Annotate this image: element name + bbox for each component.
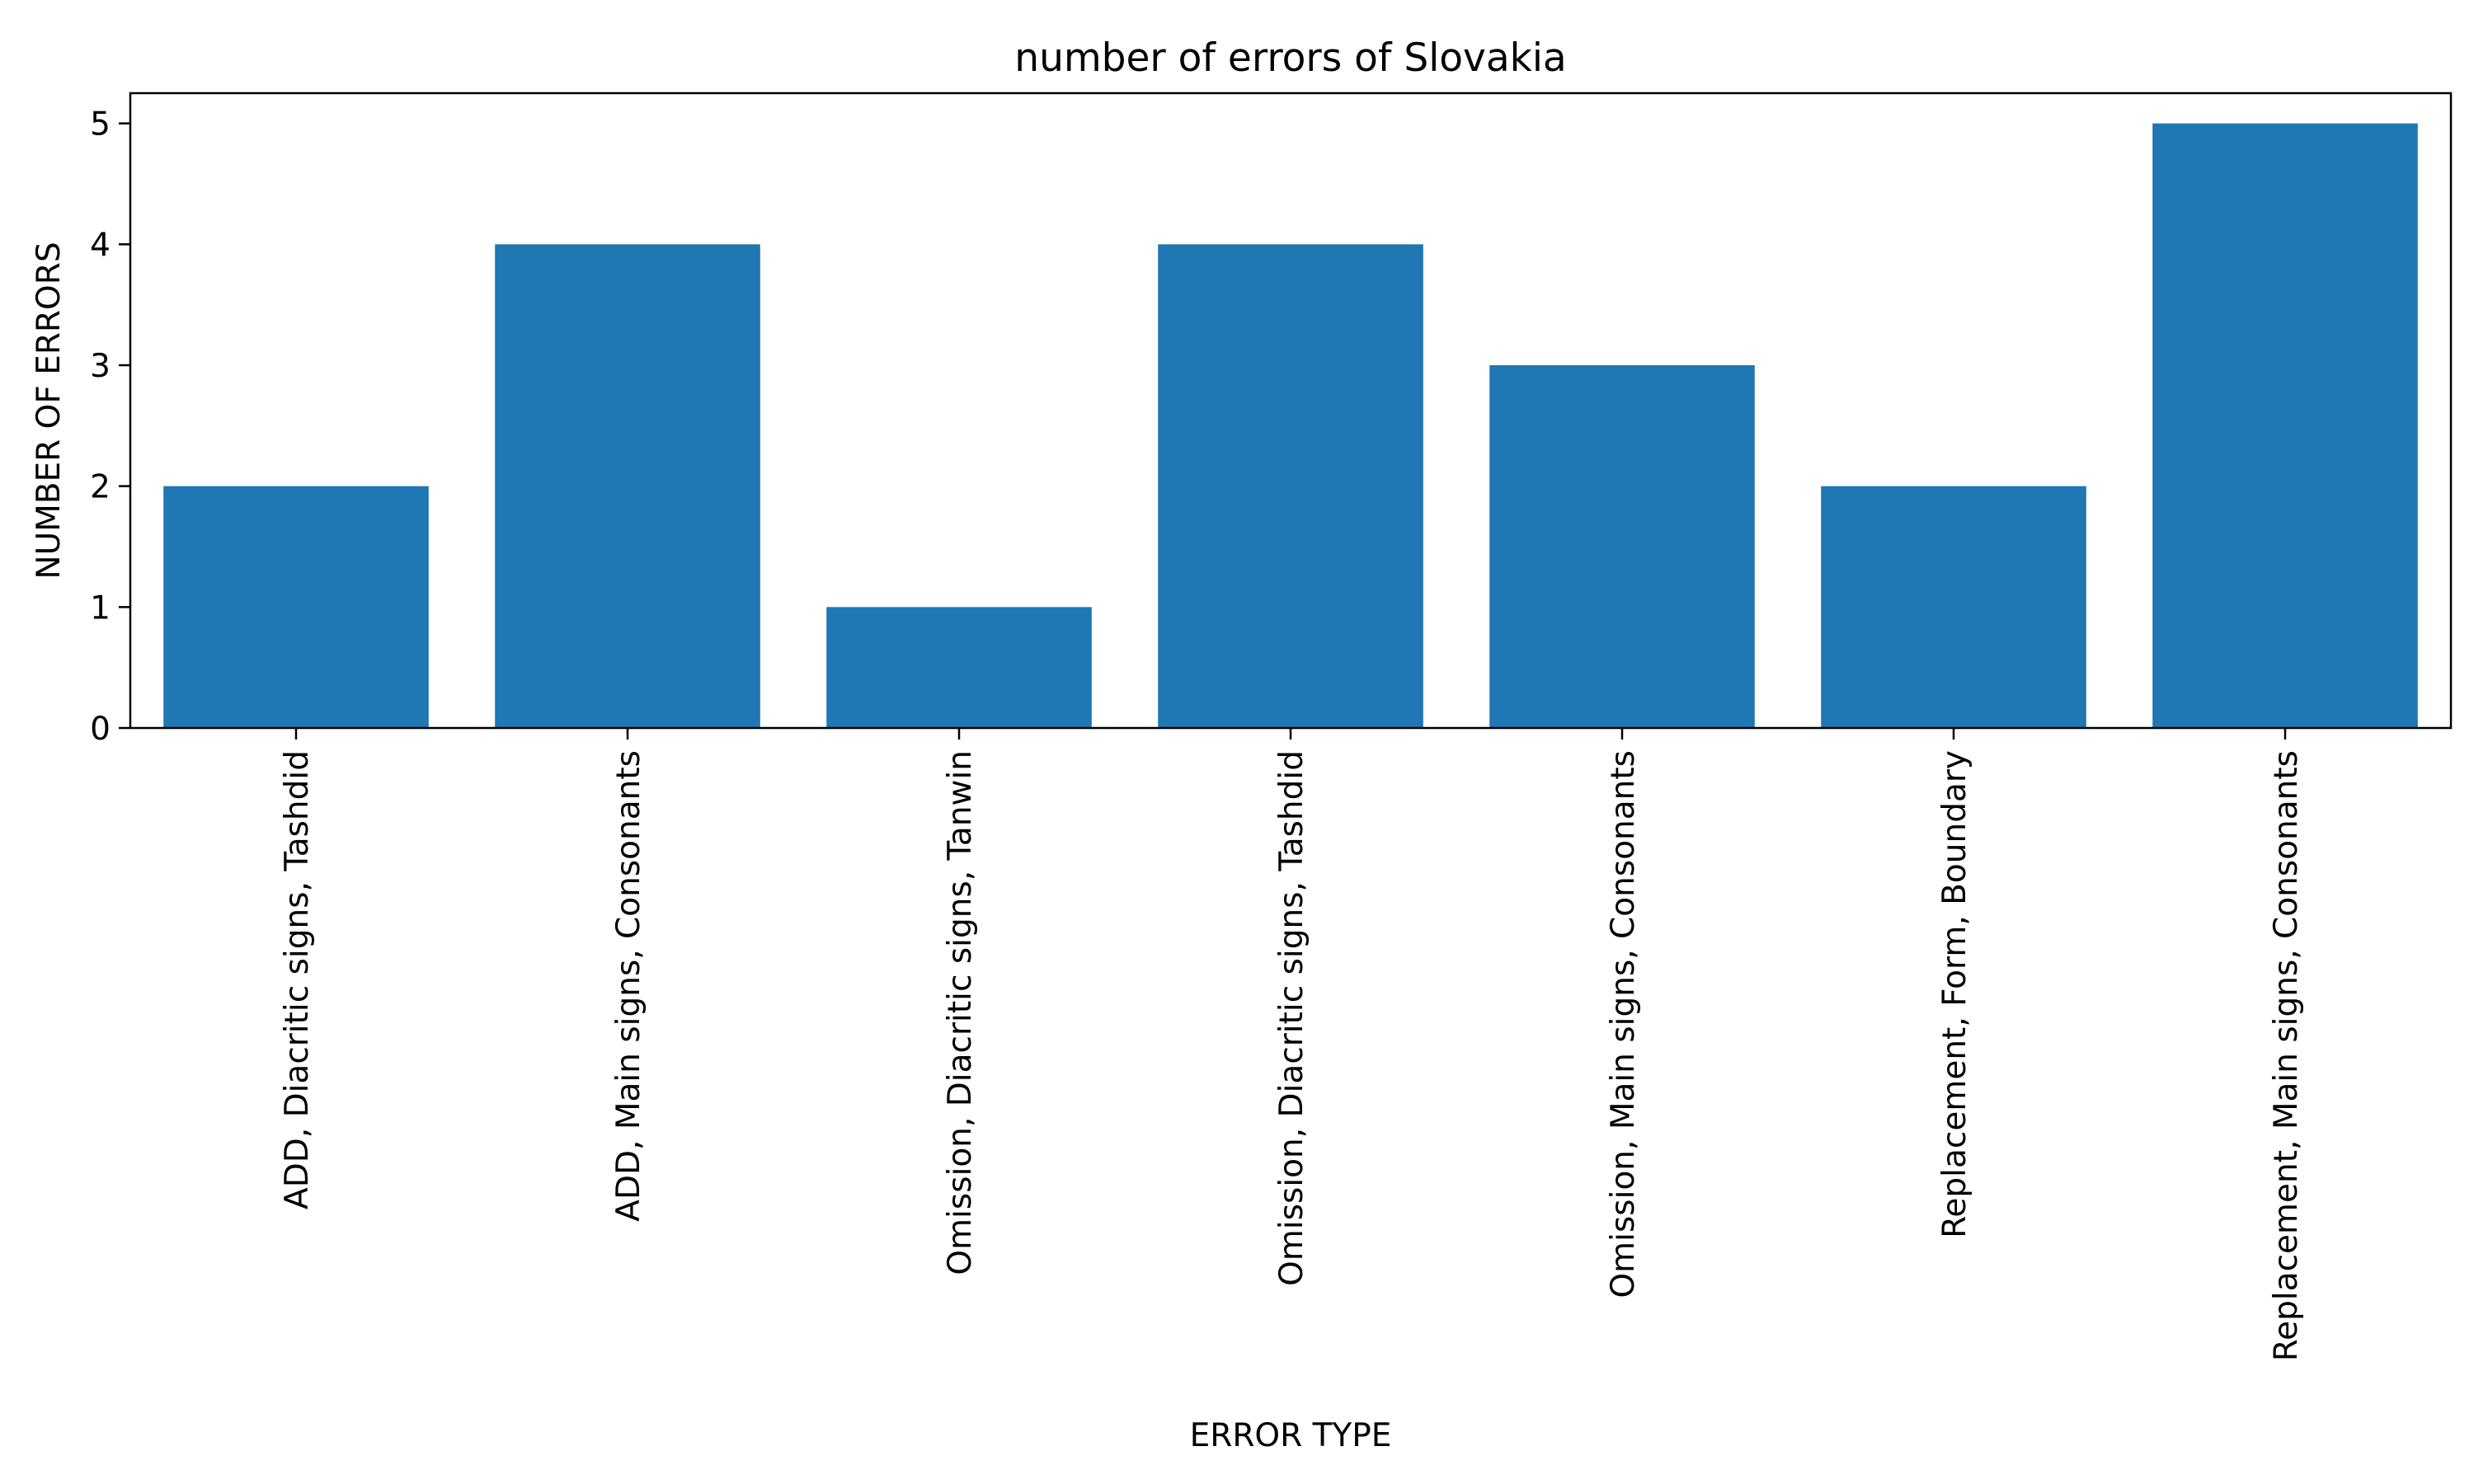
chart-title: number of errors of Slovakia	[1014, 35, 1566, 81]
bars-group	[163, 123, 2418, 728]
x-axis-label: ERROR TYPE	[1190, 1417, 1392, 1454]
x-tick-label: ADD, Diacritic signs, Tashdid	[279, 750, 316, 1209]
bar	[163, 486, 429, 728]
y-tick-label: 2	[90, 469, 111, 506]
y-tick-label: 5	[90, 106, 111, 143]
x-axis: ADD, Diacritic signs, Tashdid ADD, Main s…	[279, 728, 2305, 1361]
y-tick-label: 1	[90, 589, 111, 627]
bar	[2152, 123, 2418, 728]
x-tick-label: Omission, Diacritic signs, Tanwin	[942, 750, 979, 1275]
bar	[1821, 486, 2086, 728]
y-tick-label: 4	[90, 227, 111, 264]
y-axis-label: NUMBER OF ERRORS	[31, 242, 68, 579]
bar	[1158, 244, 1423, 728]
x-tick-label: ADD, Main signs, Consonants	[610, 750, 647, 1222]
x-tick-label: Replacement, Form, Boundary	[1936, 750, 1973, 1238]
y-axis: 0 1 2 3 4 5	[90, 106, 130, 748]
y-tick-label: 0	[90, 711, 111, 748]
y-tick-label: 3	[90, 348, 111, 385]
bar	[495, 244, 760, 728]
x-tick-label: Replacement, Main signs, Consonants	[2268, 750, 2305, 1361]
x-tick-label: Omission, Diacritic signs, Tashdid	[1273, 750, 1310, 1286]
x-tick-label: Omission, Main signs, Consonants	[1605, 750, 1642, 1298]
bar	[1489, 365, 1755, 728]
bar	[826, 607, 1092, 728]
